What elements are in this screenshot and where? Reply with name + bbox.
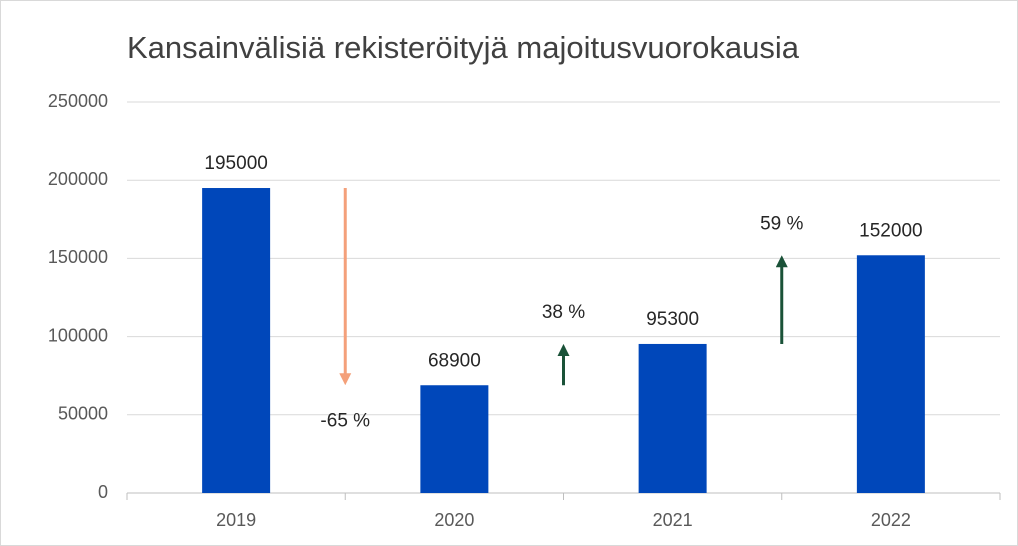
bar: [202, 188, 271, 493]
bar: [420, 385, 489, 493]
x-tick-label: 2022: [871, 510, 911, 530]
chart-title: Kansainvälisiä rekisteröityjä majoitusvu…: [127, 30, 800, 65]
data-label: 95300: [646, 309, 699, 330]
y-tick-label: 150000: [48, 247, 108, 267]
x-tick-label: 2019: [216, 510, 256, 530]
y-tick-label: 50000: [58, 404, 108, 424]
y-tick-label: 250000: [48, 91, 108, 111]
y-tick-label: 100000: [48, 325, 108, 345]
annotation: -65 %: [320, 410, 370, 431]
data-label: 195000: [204, 153, 267, 174]
data-label: 152000: [859, 220, 922, 241]
data-label: 68900: [428, 350, 481, 371]
y-tick-label: 0: [98, 482, 108, 502]
annotation: 59 %: [760, 213, 803, 234]
x-tick-label: 2020: [434, 510, 474, 530]
bar: [638, 343, 707, 493]
x-tick-label: 2021: [653, 510, 693, 530]
annotation: 38 %: [542, 302, 585, 323]
y-tick-label: 200000: [48, 169, 108, 189]
bar: [856, 255, 925, 493]
